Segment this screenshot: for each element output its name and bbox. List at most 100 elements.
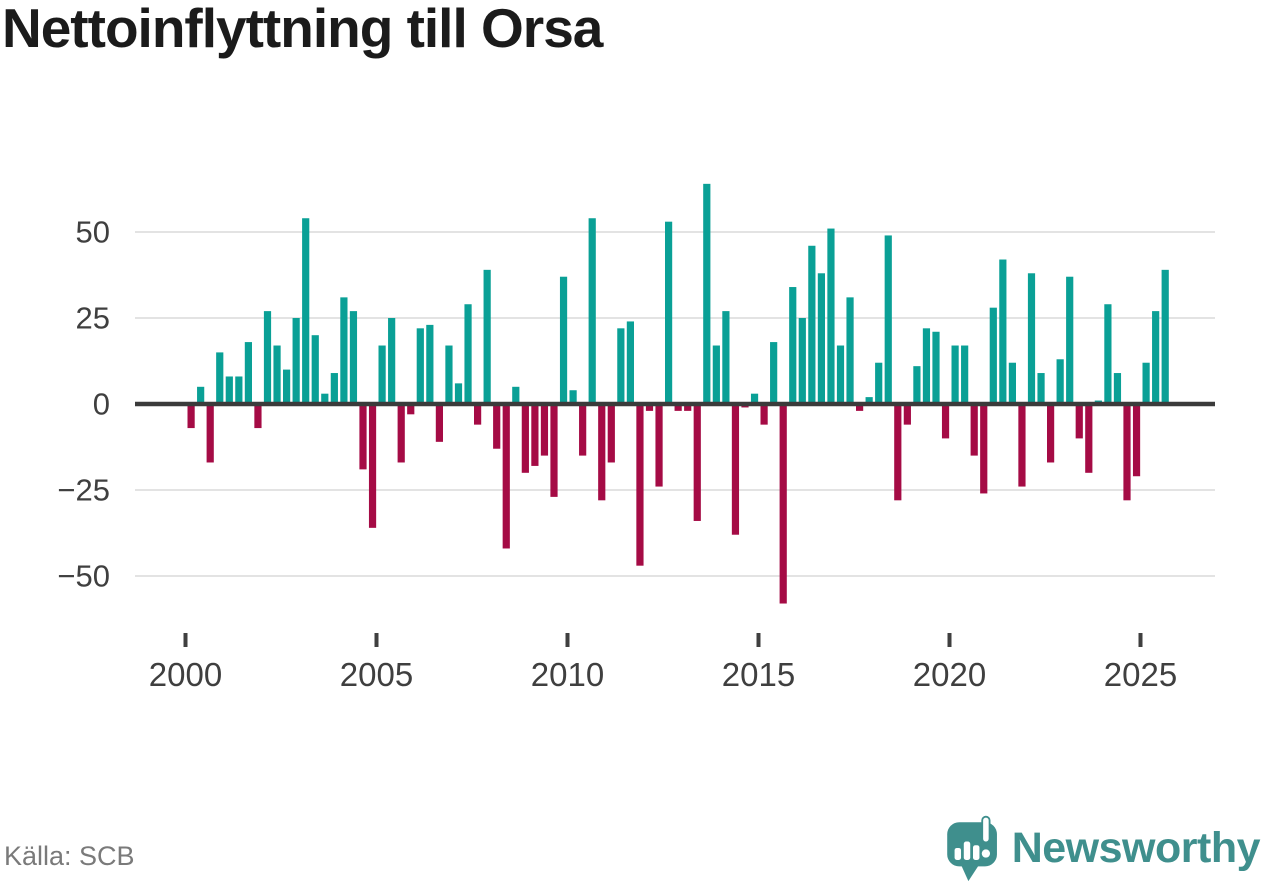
- logo-exclamation-stem: [981, 815, 991, 844]
- bar-positive: [722, 311, 730, 404]
- bar-positive: [321, 393, 329, 404]
- bar-negative: [655, 404, 663, 487]
- chart-title: Nettoinflyttning till Orsa: [2, 0, 603, 59]
- bar-positive: [1056, 359, 1064, 404]
- bar-negative: [1047, 404, 1055, 463]
- bar-positive: [617, 328, 625, 404]
- bar-positive: [454, 383, 463, 404]
- bar-positive: [349, 311, 358, 404]
- bar-positive: [999, 259, 1007, 404]
- y-tick-label: 50: [76, 215, 110, 250]
- bar-negative: [941, 404, 950, 439]
- bar-positive: [665, 221, 673, 404]
- bar-chart-speech-bubble-icon: [946, 815, 997, 882]
- bar-positive: [235, 376, 243, 404]
- bar-positive: [426, 324, 434, 404]
- bar-positive: [273, 345, 281, 404]
- bar-negative: [474, 404, 482, 425]
- source-note: Källa: SCB: [4, 841, 135, 871]
- logo-bar-tall: [963, 841, 970, 860]
- x-tick-label: 2010: [531, 656, 604, 693]
- logo-bar-medium: [972, 845, 980, 860]
- bar-positive: [569, 390, 577, 404]
- bar-positive: [1066, 276, 1074, 404]
- bar-negative: [397, 404, 405, 463]
- bar-negative: [645, 404, 654, 411]
- bar-negative: [1085, 404, 1093, 473]
- bar-positive: [559, 276, 568, 404]
- bar-negative: [674, 404, 682, 411]
- bar-positive: [445, 345, 453, 404]
- bar-positive: [197, 386, 205, 404]
- bar-positive: [483, 269, 491, 404]
- bar-positive: [789, 287, 797, 404]
- y-tick-label: 0: [93, 387, 110, 422]
- bar-negative: [368, 404, 377, 528]
- bar-negative: [579, 404, 587, 456]
- bar-negative: [760, 404, 768, 425]
- bar-positive: [388, 318, 396, 404]
- bar-negative: [1018, 404, 1026, 487]
- bar-positive: [416, 328, 424, 404]
- newsworthy-wordmark: Newsworthy: [1011, 823, 1261, 872]
- x-tick-label: 2025: [1104, 656, 1177, 693]
- bar-negative: [206, 404, 214, 463]
- speech-bubble-tail: [959, 862, 981, 882]
- bar-positive: [378, 345, 386, 404]
- bar-positive: [1037, 373, 1045, 404]
- bar-positive: [1161, 269, 1169, 404]
- bar-positive: [913, 366, 921, 404]
- bar-positive: [464, 304, 472, 404]
- bar-negative: [693, 404, 701, 521]
- bar-negative: [550, 404, 558, 497]
- bar-positive: [292, 318, 300, 404]
- bar-negative: [598, 404, 606, 501]
- logo-bar-small: [954, 848, 961, 860]
- bar-negative: [894, 404, 902, 501]
- bar-negative: [540, 404, 549, 456]
- bar-negative: [636, 404, 644, 566]
- bar-negative: [1132, 404, 1141, 477]
- bar-negative: [407, 404, 415, 415]
- bar-positive: [989, 307, 997, 404]
- bar-positive: [750, 393, 759, 404]
- logo-exclamation-dot: [981, 849, 990, 858]
- bar-positive: [712, 345, 720, 404]
- bar-positive: [330, 373, 338, 404]
- bar-positive: [1113, 373, 1122, 404]
- bar-positive: [216, 352, 224, 404]
- bar-positive: [1104, 304, 1112, 404]
- bar-positive: [836, 345, 845, 404]
- bar-positive: [283, 369, 291, 404]
- bar-positive: [932, 331, 940, 404]
- bar-positive: [1027, 273, 1036, 404]
- bar-negative: [187, 404, 195, 429]
- bar-negative: [903, 404, 911, 425]
- bar-positive: [244, 342, 252, 404]
- bar-positive: [588, 218, 596, 404]
- bar-positive: [1142, 362, 1150, 404]
- bar-positive: [225, 376, 233, 404]
- x-tick-label: 2005: [340, 656, 413, 693]
- bar-positive: [884, 235, 892, 404]
- bar-negative: [980, 404, 988, 494]
- bar-negative: [502, 404, 510, 549]
- bar-negative: [254, 404, 262, 429]
- bar-negative: [779, 404, 787, 604]
- bar-positive: [846, 297, 854, 404]
- bar-negative: [684, 404, 692, 411]
- y-tick-label: −25: [57, 473, 110, 508]
- y-tick-label: 25: [76, 301, 110, 336]
- bar-positive: [922, 328, 931, 404]
- bar-negative: [856, 404, 864, 411]
- bar-negative: [731, 404, 740, 535]
- bar-negative: [970, 404, 978, 456]
- bar-negative: [531, 404, 539, 466]
- bar-negative: [493, 404, 501, 449]
- bar-positive: [512, 386, 520, 404]
- bar-positive: [770, 342, 778, 404]
- x-tick-label: 2000: [149, 656, 222, 693]
- bar-positive: [1008, 362, 1016, 404]
- bar-negative: [435, 404, 443, 442]
- y-tick-label: −50: [57, 559, 110, 594]
